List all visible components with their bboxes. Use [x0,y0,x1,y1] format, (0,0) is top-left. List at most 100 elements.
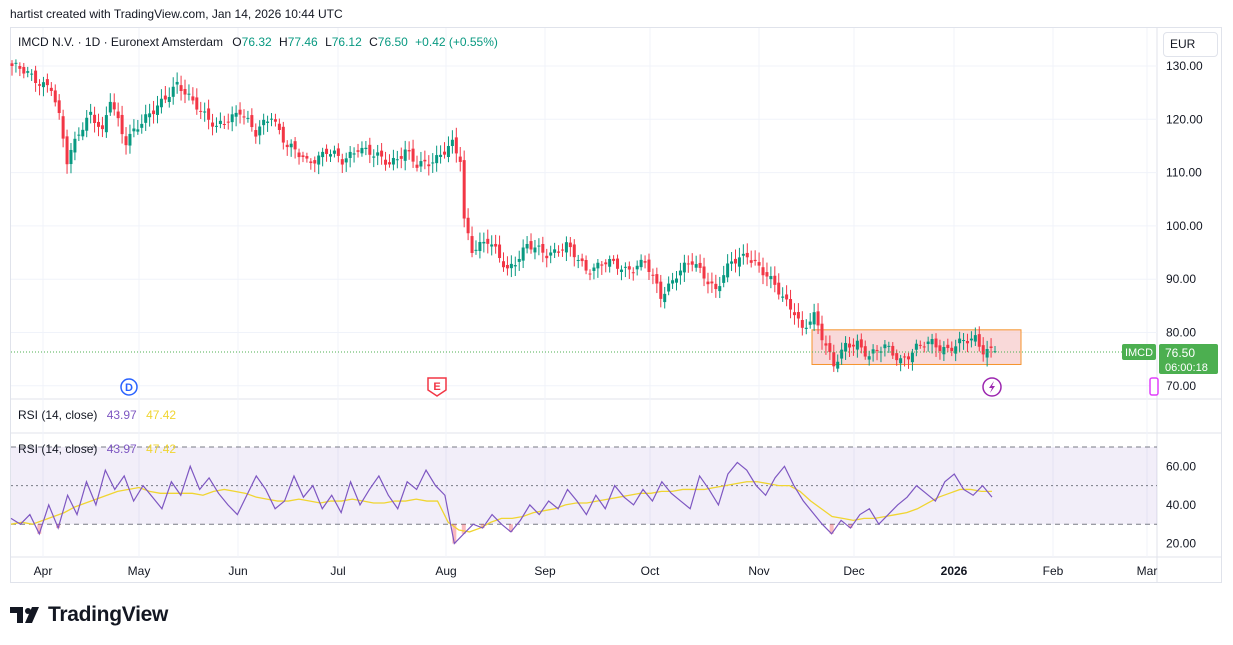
candle-body [112,102,116,110]
candle-body [773,275,777,285]
rsi-legend-title: RSI (14, close) [18,442,98,456]
rsi-legend-1[interactable]: RSI (14, close) 43.97 47.42 [18,408,176,422]
candle-body [486,238,490,244]
candle-body [824,343,828,346]
candle-body [73,138,77,153]
candle-body [364,147,368,150]
candle-body [41,82,45,88]
candle-body [104,115,108,133]
candle-body [159,98,163,108]
candle-body [792,312,796,316]
candle-body [270,118,274,120]
rsi-tick-label: 20.00 [1166,537,1196,551]
candle-body [789,299,793,310]
candle-body [749,260,753,263]
tradingview-logo[interactable]: TradingView [10,603,168,627]
candle-body [702,266,706,279]
candle-body [796,312,800,319]
candle-body [584,259,588,271]
candle-body [100,125,104,130]
candle-body [321,151,325,158]
candle-body [69,149,73,165]
candle-body [588,273,592,275]
candle-body [336,148,340,156]
candle-body [977,334,981,347]
candle-body [136,129,140,132]
candle-body [820,323,824,341]
candle-body [906,356,910,360]
candle-body [250,115,254,128]
candle-body [340,159,344,165]
time-axis: Apr May Jun Jul Aug Sep Oct Nov Dec 2026 Feb Mar [34,564,1158,578]
candle-body [498,244,502,259]
candle-body [120,114,124,135]
chart-container[interactable] [10,27,1222,583]
candle-body [753,259,757,262]
candle-body [242,116,246,118]
candle-body [887,345,891,347]
candle-body [572,244,576,258]
candle-body [828,343,832,353]
candle-body [462,160,466,219]
upcoming-event-marker[interactable] [1149,377,1159,396]
candle-body [155,105,159,115]
rsi-series-layer [10,446,1157,545]
candle-body [525,243,529,249]
candle-body [187,93,191,95]
candle-body [647,259,651,272]
candle-body [816,311,820,326]
candle-body [560,249,564,251]
candle-body [989,346,993,349]
candle-body [407,150,411,152]
candle-body [124,136,128,146]
candle-body [690,261,694,265]
price-tick-label: 100.00 [1166,219,1203,233]
time-tick-label: May [128,564,151,578]
candle-body [89,111,93,115]
candle-body [608,258,612,267]
candle-body [777,282,781,295]
earnings-marker[interactable]: E [427,377,447,397]
candle-body [443,151,447,155]
candle-body [698,262,702,268]
candle-body [313,160,317,164]
candle-body [254,130,258,137]
candle-body [439,154,443,157]
lightning-event-marker[interactable] [982,377,1002,397]
dividend-marker[interactable]: D [120,378,138,396]
candle-body [411,148,415,162]
rsi-legend-2[interactable]: RSI (14, close) 43.97 47.42 [18,442,176,456]
candle-body [305,156,309,159]
candle-body [612,258,616,261]
candle-body [26,71,30,73]
candle-body [234,112,238,117]
candle-body [108,101,112,113]
candle-body [844,342,848,352]
candle-body [478,241,482,252]
high-label: H [279,35,288,49]
open-label: O [232,35,242,49]
rsi-legend-value: 43.97 [106,442,137,456]
candle-body [148,113,152,118]
candle-body [726,263,730,278]
candle-body [435,155,439,164]
candle-body [871,349,875,354]
candle-body [659,281,663,299]
rsi-tick-label: 60.00 [1166,459,1196,473]
price-tick-label: 130.00 [1166,59,1203,73]
candle-body [415,164,419,168]
candle-body [266,121,270,123]
candle-body [454,137,458,154]
candle-body [116,111,120,119]
candle-body [49,87,53,91]
candle-body [875,349,879,351]
candle-body [356,150,360,152]
price-tick-label: 70.00 [1166,379,1196,393]
candle-body [490,244,494,247]
rsi-line [10,461,993,545]
candle-body [289,143,293,148]
time-tick-label: Apr [34,564,53,578]
currency-selector[interactable]: EUR [1163,32,1218,57]
candle-body [30,73,34,75]
